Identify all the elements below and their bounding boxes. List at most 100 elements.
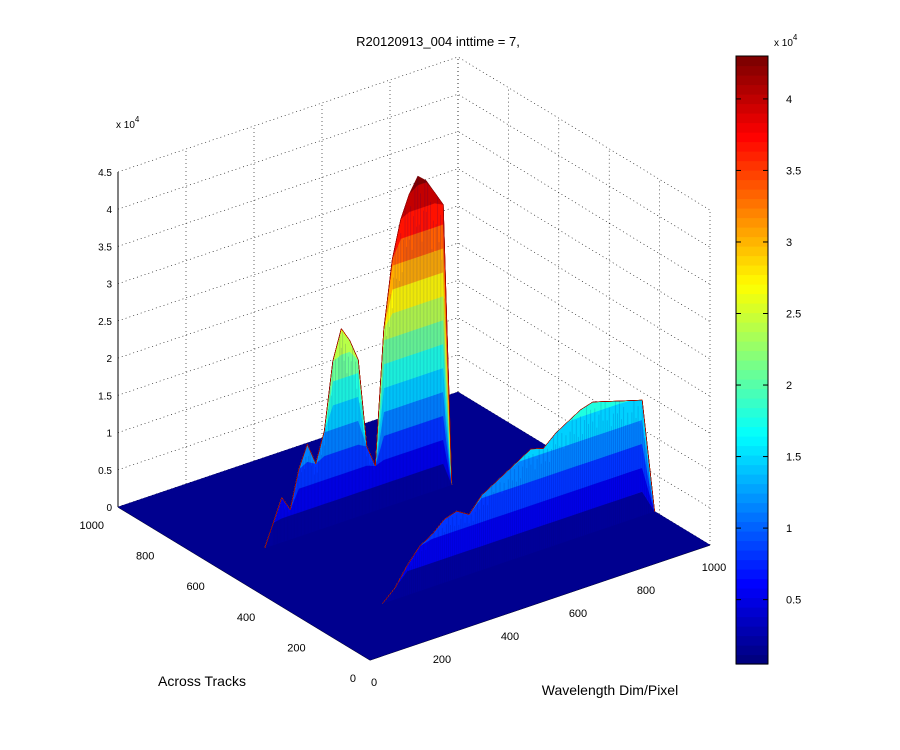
z-tick-label: 4.5 xyxy=(98,168,112,179)
colorbar-segment xyxy=(736,483,768,494)
colorbar-tick-label: 1 xyxy=(786,523,792,535)
colorbar-segment xyxy=(736,626,768,637)
chart-title: R20120913_004 inttime = 7, xyxy=(356,34,520,49)
colorbar-segment xyxy=(736,379,768,390)
x-tick-label: 800 xyxy=(637,585,655,597)
colorbar-segment xyxy=(736,198,768,209)
z-tick-label: 1 xyxy=(106,429,112,440)
z-tick-label: 3.5 xyxy=(98,242,112,253)
colorbar-tick-label: 4 xyxy=(786,94,792,106)
colorbar-segment xyxy=(736,312,768,323)
ridge-band xyxy=(382,399,655,604)
colorbar-segment xyxy=(736,236,768,247)
colorbar-tick-label: 0.5 xyxy=(786,595,801,607)
colorbar-segment xyxy=(736,56,768,67)
colorbar-segment xyxy=(736,331,768,342)
colorbar-segment xyxy=(736,217,768,228)
colorbar-segment xyxy=(736,398,768,409)
colorbar-segment xyxy=(736,360,768,371)
colorbar-segment xyxy=(736,293,768,304)
colorbar-segment xyxy=(736,75,768,86)
z-tick-label: 0.5 xyxy=(98,466,112,477)
colorbar-segment xyxy=(736,559,768,570)
colorbar-segment xyxy=(736,436,768,447)
colorbar-tick-label: 3 xyxy=(786,237,792,249)
colorbar-segment xyxy=(736,246,768,257)
colorbar-segment xyxy=(736,113,768,124)
colorbar-segment xyxy=(736,540,768,551)
colorbar-segment xyxy=(736,94,768,105)
colorbar-segment xyxy=(736,255,768,266)
x-tick-label: 600 xyxy=(569,608,587,620)
colorbar-segment xyxy=(736,493,768,504)
colorbar-segment xyxy=(736,635,768,646)
colorbar-segment xyxy=(736,369,768,380)
colorbar-segment xyxy=(736,455,768,466)
ridge-band xyxy=(264,175,452,548)
colorbar-segment xyxy=(736,179,768,190)
colorbar-segment xyxy=(736,274,768,285)
colorbar-frame xyxy=(735,55,769,665)
colorbar-segment xyxy=(736,284,768,295)
colorbar-segment xyxy=(736,645,768,656)
z-tick-label: 1.5 xyxy=(98,391,112,402)
colorbar-segment xyxy=(736,132,768,143)
colorbar-segment xyxy=(736,569,768,580)
colorbar-tick-label: 2 xyxy=(786,380,792,392)
z-tick-label: 0 xyxy=(106,503,112,514)
y-axis-label: Across Tracks xyxy=(158,673,246,689)
colorbar-segment xyxy=(736,160,768,171)
colorbar-segment xyxy=(736,445,768,456)
colorbar-segment xyxy=(736,141,768,152)
colorbar-segment xyxy=(736,350,768,361)
colorbar-tick-label: 2.5 xyxy=(786,309,801,321)
colorbar-segment xyxy=(736,122,768,133)
x-tick-label: 1000 xyxy=(702,562,726,574)
colorbar-segment xyxy=(736,616,768,627)
surface-plot xyxy=(117,175,711,661)
colorbar-segment xyxy=(736,65,768,76)
y-tick-label: 0 xyxy=(350,673,356,685)
colorbar-segment xyxy=(736,227,768,238)
colorbar-segment xyxy=(736,407,768,418)
colorbar-segment xyxy=(736,578,768,589)
colorbar-segment xyxy=(736,189,768,200)
y-tick-label: 600 xyxy=(186,581,204,593)
colorbar-segment xyxy=(736,607,768,618)
colorbar-segment xyxy=(736,426,768,437)
tick-labels: 00.511.522.533.544.502004006008001000020… xyxy=(80,168,727,689)
z-tick-label: 2.5 xyxy=(98,317,112,328)
colorbar-segment xyxy=(736,303,768,314)
colorbar-segment xyxy=(736,208,768,219)
colorbar-segment xyxy=(736,103,768,114)
x-tick-label: 400 xyxy=(501,631,519,643)
colorbar-segment xyxy=(736,170,768,181)
z-tick-label: 4 xyxy=(106,205,112,216)
colorbar-segment xyxy=(736,531,768,542)
colorbar-segment xyxy=(736,654,768,665)
colorbar-segment xyxy=(736,265,768,276)
z-exponent: x 104 xyxy=(116,115,140,131)
y-tick-label: 1000 xyxy=(80,520,104,532)
y-tick-label: 200 xyxy=(287,642,305,654)
colorbar-segment xyxy=(736,464,768,475)
x-axis-label: Wavelength Dim/Pixel xyxy=(542,682,678,698)
colorbar-segment xyxy=(736,521,768,532)
colorbar-segment xyxy=(736,417,768,428)
colorbar-exponent: x 104 xyxy=(774,33,798,49)
colorbar-segment xyxy=(736,474,768,485)
colorbar-tick-label: 1.5 xyxy=(786,452,801,464)
z-tick-label: 3 xyxy=(106,280,112,291)
colorbar-segment xyxy=(736,597,768,608)
colorbar-segment xyxy=(736,341,768,352)
colorbar-segment xyxy=(736,588,768,599)
colorbar-segment xyxy=(736,84,768,95)
y-tick-label: 800 xyxy=(136,551,154,563)
colorbar-segment xyxy=(736,550,768,561)
colorbar-segment xyxy=(736,322,768,333)
colorbar-segment xyxy=(736,388,768,399)
x-tick-label: 200 xyxy=(433,654,451,666)
y-tick-label: 400 xyxy=(237,612,255,624)
colorbar: 0.5 1 1.5 2 2.5 3 3.5 4 xyxy=(735,55,801,665)
